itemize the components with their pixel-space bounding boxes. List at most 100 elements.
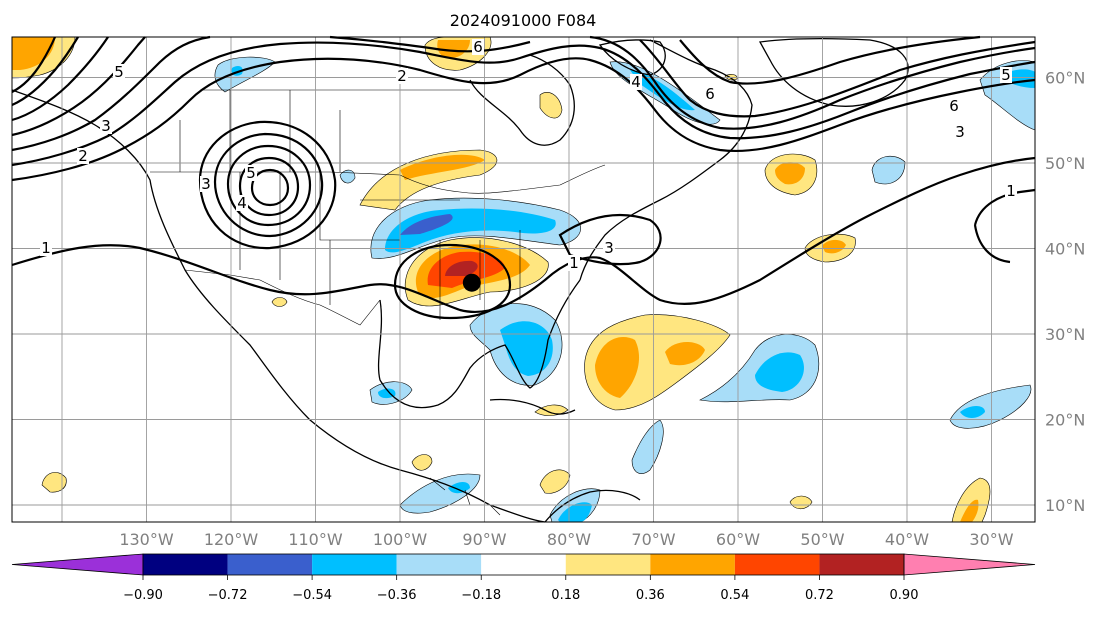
contour-line xyxy=(11,41,1036,167)
contour-label-bg xyxy=(113,64,125,80)
latitude-label: 40°N xyxy=(1045,240,1085,259)
colorbar-bin xyxy=(396,554,482,575)
positive-anomaly xyxy=(665,342,705,366)
positive-anomaly xyxy=(41,472,67,493)
contour-line xyxy=(11,36,1036,137)
positive-anomaly xyxy=(822,239,846,254)
contour-line xyxy=(11,156,1036,313)
contour-label-bg xyxy=(77,148,89,164)
contour-label: 2 xyxy=(397,67,407,85)
contour-line xyxy=(558,213,662,266)
negative-anomaly xyxy=(400,214,453,235)
negative-anomaly xyxy=(448,482,470,494)
contour-label-bg xyxy=(630,74,642,90)
negative-anomaly xyxy=(755,352,804,392)
coastline-cuba xyxy=(489,398,576,415)
coastline-south-america xyxy=(544,489,641,523)
longitude-label: 50°W xyxy=(800,530,844,549)
contour-label: 5 xyxy=(1001,66,1011,84)
gridlines xyxy=(12,37,1035,522)
colorbar-tick-label: −0.36 xyxy=(377,588,417,603)
contour-line xyxy=(238,156,300,217)
contour-label-bg xyxy=(236,195,248,211)
contour-label: 2 xyxy=(78,147,88,165)
colorbar-bin xyxy=(143,554,228,575)
contour-line xyxy=(198,120,337,250)
coastline-north-america-west xyxy=(11,89,546,523)
longitude-label: 80°W xyxy=(547,530,591,549)
positive-anomaly xyxy=(534,404,569,416)
colorbar-bin xyxy=(565,554,651,575)
colorbar-tick-label: 0.36 xyxy=(636,588,665,603)
latitude-label: 30°N xyxy=(1045,325,1085,344)
coastline-atlantic xyxy=(579,39,753,281)
coastlines xyxy=(11,38,909,523)
colorbar-tick-label: −0.18 xyxy=(461,588,501,603)
colorbar-bin xyxy=(734,554,820,575)
latitude-label: 60°N xyxy=(1045,69,1085,88)
longitude-label: 30°W xyxy=(969,530,1013,549)
contour-label-bg xyxy=(40,240,52,256)
contour-label-bg xyxy=(100,118,112,134)
contour-line xyxy=(213,132,324,238)
longitude-label: 60°W xyxy=(716,530,760,549)
latitude-label: 20°N xyxy=(1045,411,1085,430)
coastline-gulf xyxy=(377,279,581,409)
map-frame xyxy=(11,36,1036,523)
contour-label: 1 xyxy=(41,239,51,257)
contour-label: 6 xyxy=(949,97,959,115)
latitude-label: 10°N xyxy=(1045,496,1085,515)
contour-label-bg xyxy=(396,68,408,84)
positive-anomaly xyxy=(400,154,485,180)
contour-line xyxy=(11,35,1036,152)
negative-anomaly xyxy=(558,502,592,522)
positive-anomaly xyxy=(271,297,288,307)
longitude-label: 40°W xyxy=(885,530,929,549)
colorbar-bin xyxy=(227,554,313,575)
colorbar-tick-label: −0.90 xyxy=(123,588,163,603)
border-us-mexico xyxy=(184,269,381,326)
contour-label-bg xyxy=(1005,183,1017,199)
contour-label: 4 xyxy=(237,194,247,212)
longitude-label: 110°W xyxy=(288,530,343,549)
colorbar-tick-label: 0.18 xyxy=(551,588,580,603)
contour-label-bg xyxy=(948,98,960,114)
map-panel: 1 1 1 2 2 3 3 3 3 4 4 5 5 6 xyxy=(11,35,1036,523)
contour-label-bg xyxy=(954,124,966,140)
contour-line xyxy=(250,168,290,207)
positive-anomaly xyxy=(411,454,433,471)
contour-line xyxy=(11,36,79,107)
contour-line xyxy=(11,57,1036,182)
colorbar-bin xyxy=(481,554,566,575)
contour-line xyxy=(11,35,981,122)
contour-line xyxy=(226,144,312,227)
positive-anomaly xyxy=(595,337,640,398)
colorbar-tick-label: −0.54 xyxy=(292,588,332,603)
colorbar-tick-label: 0.54 xyxy=(720,588,749,603)
colorbar-tick-label: −0.72 xyxy=(208,588,248,603)
positive-anomaly xyxy=(539,469,571,494)
positive-anomaly xyxy=(789,495,813,510)
contour-labels: 1 1 1 2 2 3 3 3 3 4 4 5 5 6 xyxy=(40,38,1017,272)
negative-anomaly xyxy=(339,169,356,184)
colorbar-frame xyxy=(142,553,905,576)
coastline-baffin xyxy=(598,39,666,76)
positive-anomaly xyxy=(775,162,805,185)
contour-label: 6 xyxy=(705,85,715,103)
contour-label: 1 xyxy=(569,254,579,272)
contour-line xyxy=(973,188,1036,264)
contour-label-bg xyxy=(472,39,484,55)
colorbar-bin xyxy=(819,554,904,575)
longitude-label: 90°W xyxy=(462,530,506,549)
contour-label: 6 xyxy=(473,38,483,56)
contour-label-bg xyxy=(603,240,615,256)
contour-line xyxy=(393,243,512,320)
contours xyxy=(11,35,1036,320)
political-borders xyxy=(150,89,606,516)
colorbar-bin xyxy=(650,554,735,575)
contour-label-bg xyxy=(245,165,257,181)
longitude-label: 120°W xyxy=(204,530,259,549)
positive-anomaly xyxy=(445,260,478,276)
longitude-label: 130°W xyxy=(119,530,174,549)
